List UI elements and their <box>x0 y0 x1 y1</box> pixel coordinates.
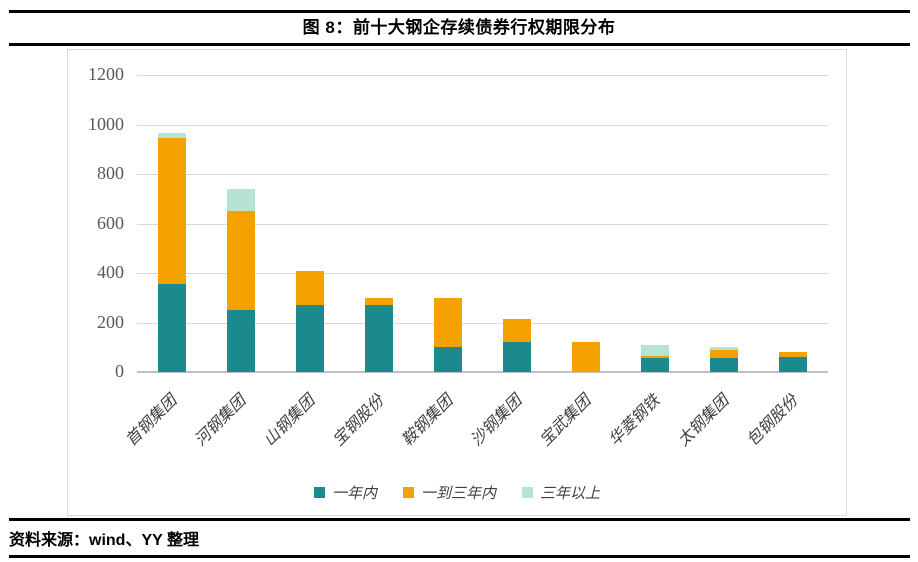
legend-item: 三年以上 <box>522 482 600 503</box>
x-category-label-text: 首钢集团 <box>122 392 180 450</box>
top-rule <box>9 10 910 13</box>
gridline <box>137 174 828 175</box>
bar-segment-0-cat-1 <box>226 310 255 372</box>
x-category-label: 包钢股份 <box>565 388 801 449</box>
x-category-label: 鞍钢集团 <box>220 388 456 449</box>
x-category-label: 华菱钢铁 <box>427 388 663 449</box>
bar-segment-0-cat-5 <box>503 342 532 372</box>
source-separator-rule <box>9 518 910 521</box>
bar-segment-1-cat-6 <box>572 342 601 372</box>
x-category-label-text: 太钢集团 <box>675 392 733 450</box>
legend-swatch-icon <box>402 487 414 498</box>
x-category-label-text: 河钢集团 <box>191 392 249 450</box>
bar-segment-1-cat-9 <box>779 352 808 357</box>
legend-label: 一到三年内 <box>420 486 496 502</box>
x-category-label: 宝钢股份 <box>151 388 387 449</box>
x-category-label-text: 宝钢股份 <box>329 392 388 450</box>
gridline <box>137 273 828 274</box>
source-note: 资料来源：wind、YY 整理 <box>9 532 199 549</box>
x-category-label-text: 包钢股份 <box>744 392 802 450</box>
gridline <box>137 75 828 76</box>
gridline <box>137 322 828 324</box>
y-tick-label: 400 <box>97 262 124 282</box>
x-category-label: 宝武集团 <box>358 388 594 449</box>
x-category-label: 沙钢集团 <box>289 388 525 449</box>
legend-swatch-icon <box>313 487 325 498</box>
x-axis-line <box>137 371 828 373</box>
y-tick-label: 1200 <box>88 64 124 84</box>
bar-segment-0-cat-7 <box>641 358 670 372</box>
y-tick-label: 1000 <box>88 113 124 134</box>
bar-segment-0-cat-3 <box>364 305 393 372</box>
legend-swatch-icon <box>522 487 533 498</box>
x-category-label-text: 华菱钢铁 <box>606 392 664 450</box>
bar-segment-1-cat-8 <box>710 349 739 359</box>
bar-segment-1-cat-4 <box>433 297 462 348</box>
gridline <box>137 124 828 126</box>
x-category-label-text: 沙钢集团 <box>468 392 526 450</box>
bar-segment-1-cat-7 <box>641 355 670 359</box>
bottom-rule <box>9 555 910 558</box>
bar-segment-2-cat-7 <box>641 344 670 356</box>
bar-segment-2-cat-0 <box>157 133 186 139</box>
bar-segment-1-cat-5 <box>503 318 532 343</box>
legend-item: 一年内 <box>313 482 377 503</box>
bar-segment-0-cat-0 <box>157 284 186 372</box>
bar-segment-1-cat-0 <box>157 138 186 285</box>
bar-segment-2-cat-1 <box>226 188 255 212</box>
title-separator-rule <box>9 43 910 46</box>
bar-segment-0-cat-9 <box>779 356 808 372</box>
bar-segment-1-cat-2 <box>295 270 324 306</box>
bar-segment-1-cat-3 <box>364 297 393 306</box>
x-category-label: 山钢集团 <box>82 388 318 449</box>
bar-segment-0-cat-4 <box>433 347 462 372</box>
y-tick-label: 600 <box>97 212 124 233</box>
bar-segment-0-cat-8 <box>710 358 739 372</box>
x-category-label: 太钢集团 <box>496 388 732 449</box>
bar-segment-2-cat-8 <box>710 347 739 350</box>
legend-item: 一到三年内 <box>402 482 496 503</box>
legend-label: 三年以上 <box>540 486 601 502</box>
y-tick-label: 200 <box>97 311 124 332</box>
gridline <box>137 223 828 225</box>
bar-segment-1-cat-1 <box>226 211 255 311</box>
x-category-label-text: 宝武集团 <box>537 392 595 450</box>
y-tick-label: 800 <box>97 163 124 183</box>
x-category-label: 河钢集团 <box>13 388 249 449</box>
x-category-label-text: 山钢集团 <box>260 392 319 450</box>
x-category-label-text: 鞍钢集团 <box>398 392 457 450</box>
y-tick-label: 0 <box>115 361 124 381</box>
chart-card: 0 200 400 600 800 1000 1200 首钢集团 河钢集团 山钢集团 宝钢股份 鞍钢… <box>67 49 847 516</box>
chart-legend: 一年内 一到三年内 三年以上 <box>68 482 846 503</box>
legend-label: 一年内 <box>331 486 377 502</box>
figure-title: 图 8：前十大钢企存续债券行权期限分布 <box>302 18 616 37</box>
x-category-label: 首钢集团 <box>0 388 180 449</box>
bar-segment-0-cat-2 <box>295 305 324 372</box>
